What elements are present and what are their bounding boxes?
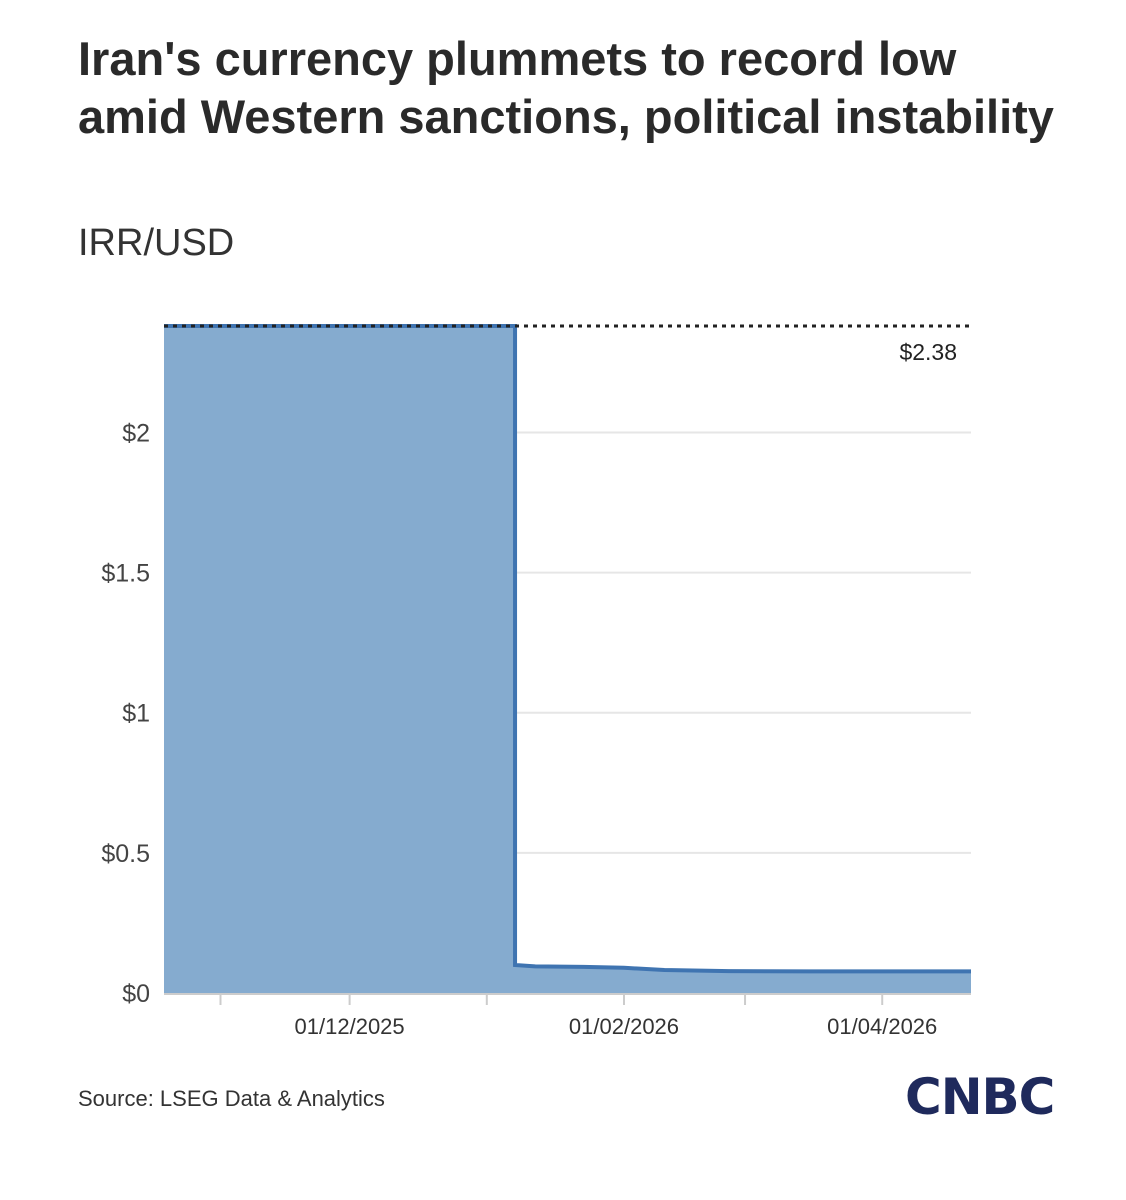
- y-tick-label: $2: [122, 419, 150, 447]
- x-tick-label: 01/04/2026: [827, 1014, 937, 1039]
- y-tick-label: $0.5: [101, 840, 150, 868]
- area-layer: [164, 324, 971, 993]
- series-line: [164, 324, 971, 974]
- reference-layer: $2.38: [164, 324, 971, 365]
- axis-layer: $0 $0.5 $1 $1.5 $2 01/12/2025 01/02/2026 01/04/…: [101, 419, 971, 1039]
- chart-title: Iran's currency plummets to record low a…: [78, 32, 1054, 143]
- series-area: [164, 326, 971, 993]
- cnbc-logo: CNBC: [905, 1068, 1055, 1126]
- y-tick-label: $0: [122, 980, 150, 1008]
- x-tick-label: 01/02/2026: [569, 1014, 679, 1039]
- chart-subtitle: IRR/USD: [78, 222, 235, 264]
- y-tick-label: $1: [122, 700, 150, 728]
- y-tick-label: $1.5: [101, 560, 150, 588]
- source-note: Source: LSEG Data & Analytics: [78, 1086, 385, 1111]
- reference-label: $2.38: [899, 339, 957, 365]
- x-tick-label: 01/12/2025: [295, 1014, 405, 1039]
